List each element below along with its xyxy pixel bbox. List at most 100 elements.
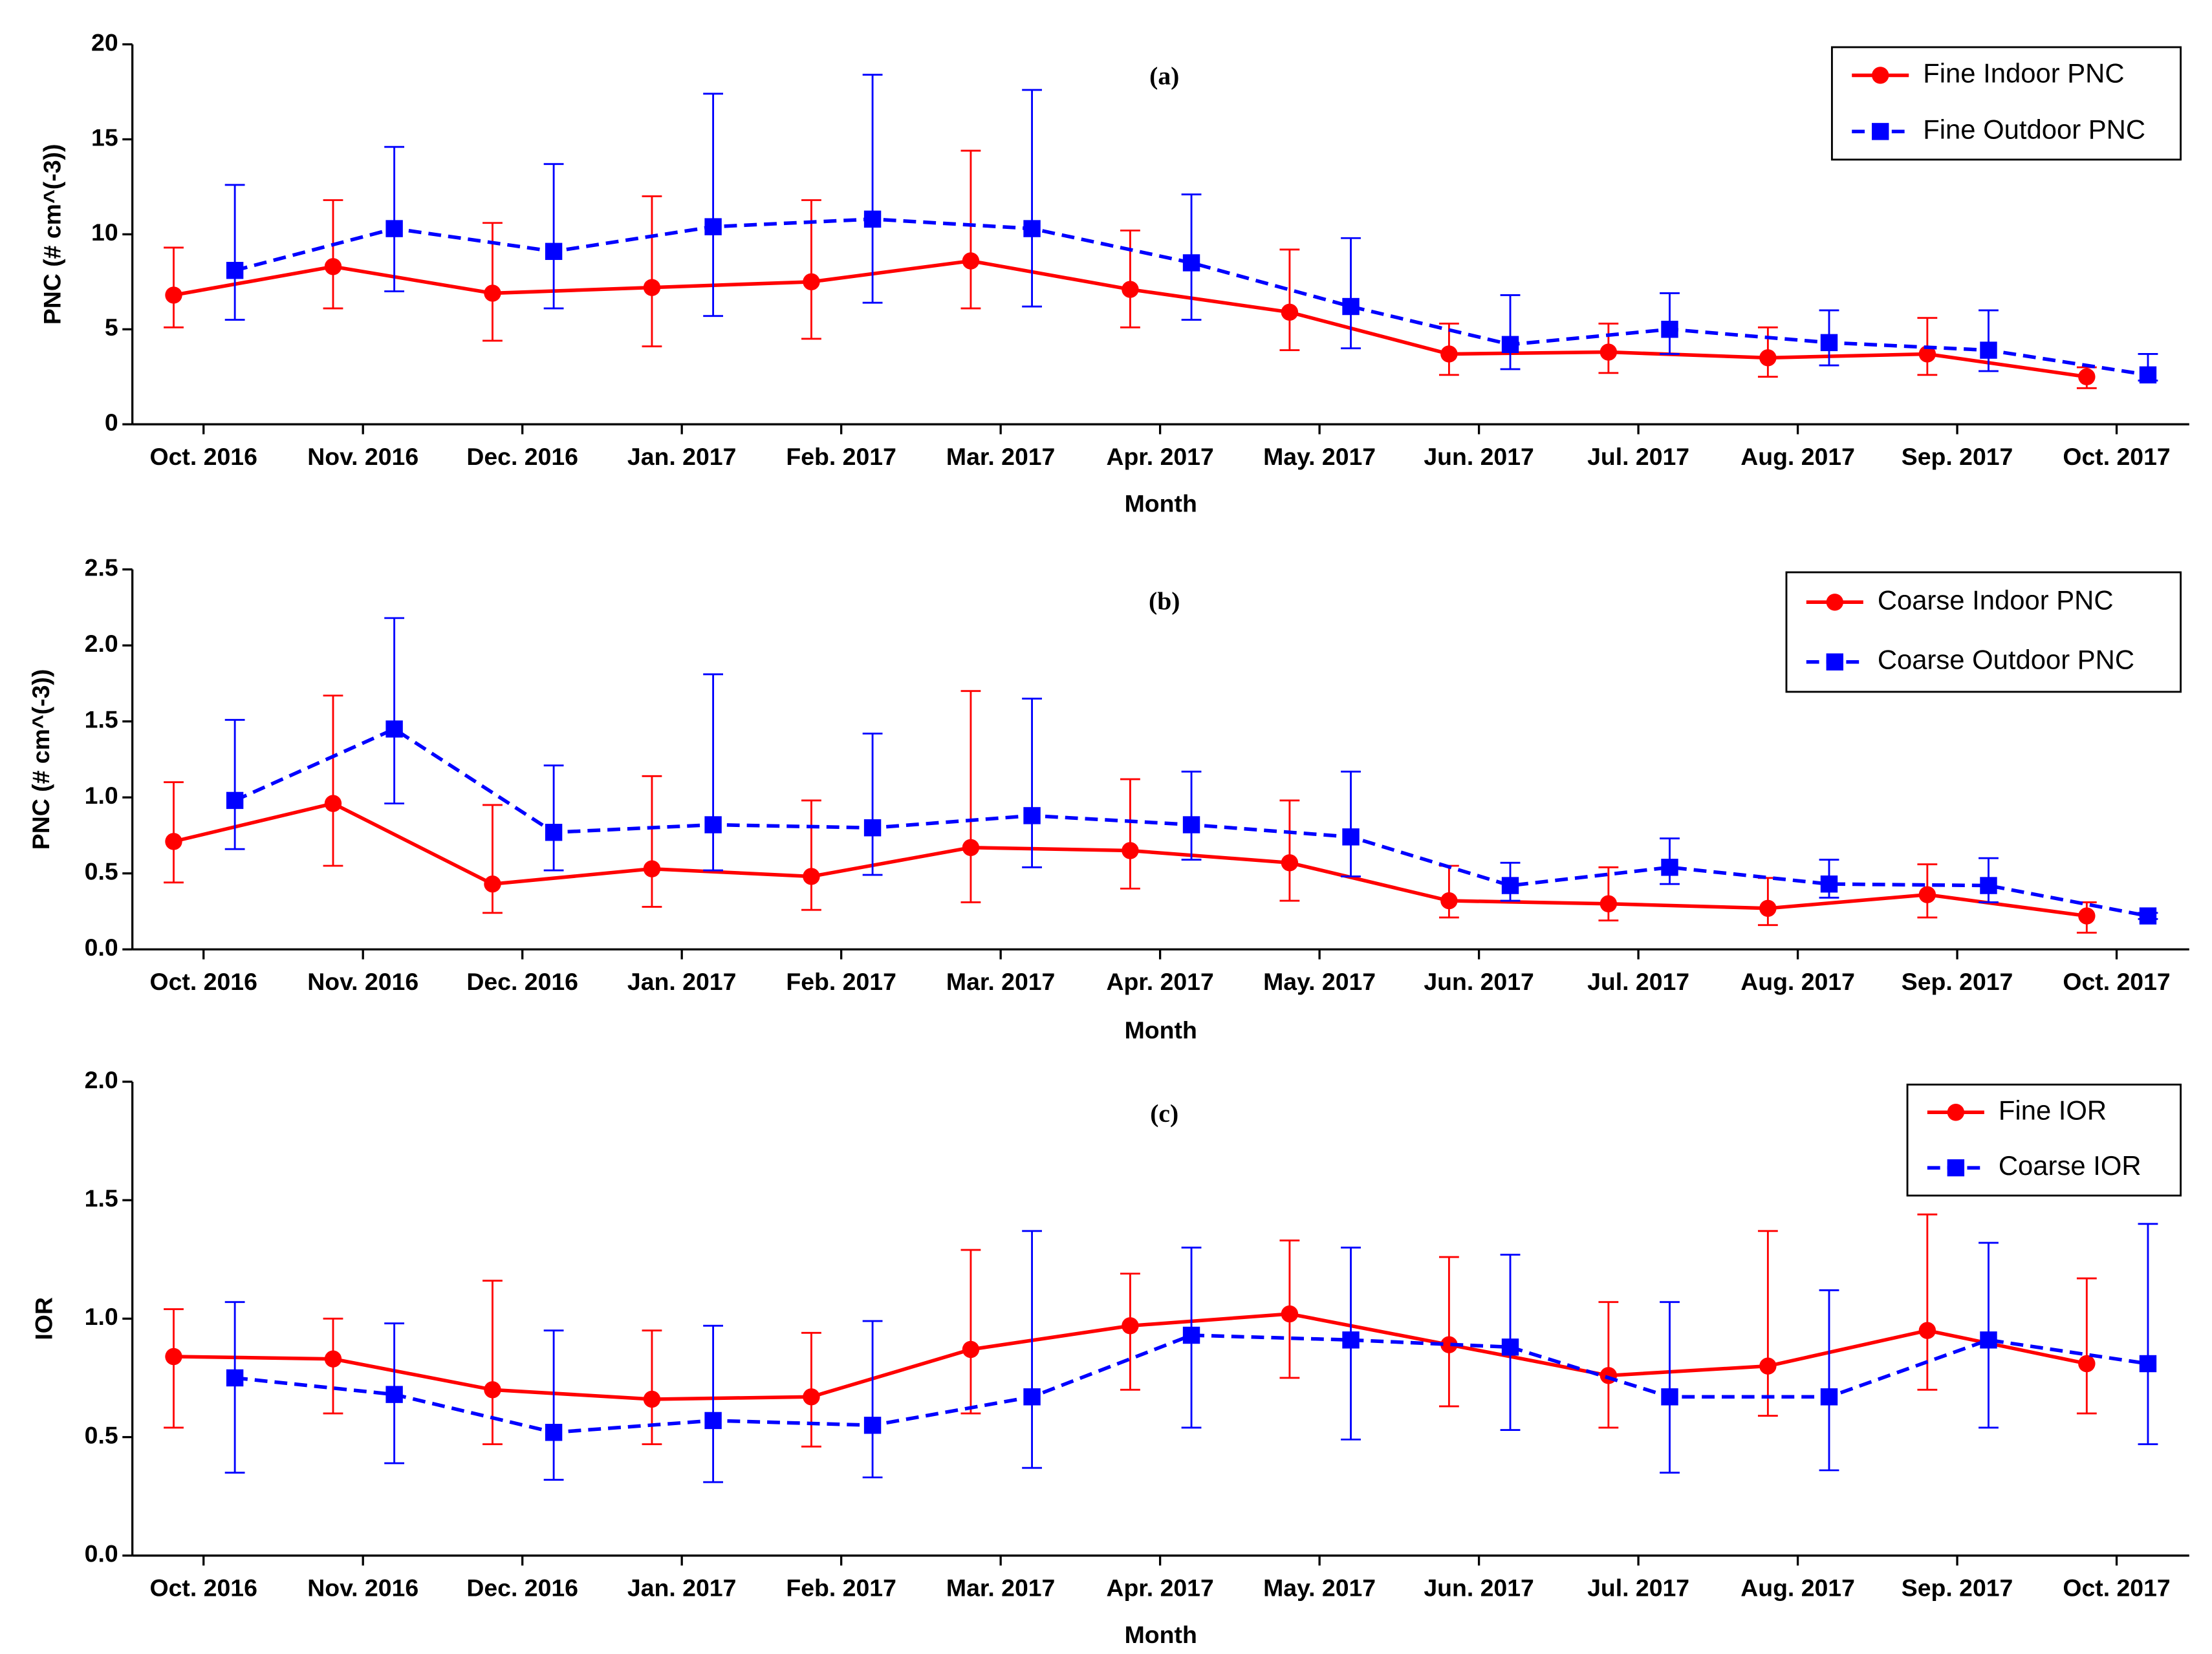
x-tick-label: Feb. 2017 xyxy=(786,1574,896,1601)
y-tick-label: 0.0 xyxy=(85,1540,118,1567)
marker xyxy=(1980,1331,1997,1349)
panel-title: (c) xyxy=(1150,1099,1178,1128)
marker xyxy=(1980,341,1997,359)
marker xyxy=(2078,1355,2096,1373)
x-tick-label: Sep. 2017 xyxy=(1902,443,2013,470)
marker xyxy=(1342,1331,1360,1349)
panel: 0.0 0.5 1.0 1.5 2.0 2.5 Oct. 2016 Nov. 2016 Dec.… xyxy=(27,554,2189,1044)
error-bar xyxy=(1500,294,1521,371)
y-tick-label: 10 xyxy=(91,219,118,246)
marker xyxy=(962,1340,980,1359)
legend-box xyxy=(1830,46,2182,161)
marker xyxy=(803,868,820,885)
x-tick-label: Nov. 2016 xyxy=(307,968,418,995)
x-tick-label: May. 2017 xyxy=(1263,1574,1376,1601)
error-bar xyxy=(1819,1289,1839,1472)
marker xyxy=(1281,854,1299,872)
error-bar xyxy=(703,92,723,317)
marker xyxy=(1872,123,1889,140)
error-bar xyxy=(642,1329,662,1445)
marker xyxy=(1918,886,1936,903)
marker xyxy=(1820,334,1838,352)
marker xyxy=(1820,1388,1838,1406)
marker xyxy=(1947,1159,1965,1177)
error-bar xyxy=(960,690,981,903)
marker xyxy=(803,1388,820,1406)
legend-label: Coarse Outdoor PNC xyxy=(1878,645,2134,675)
y-tick-label: 15 xyxy=(91,124,118,151)
panel: 0.0 0.5 1.0 1.5 2.0 Oct. 2016 Nov. 2016 Dec. 20… xyxy=(30,1066,2189,1648)
y-tick-label: 0.0 xyxy=(85,934,118,961)
error-bar xyxy=(2138,1223,2158,1445)
marker xyxy=(1501,336,1519,353)
marker xyxy=(643,860,661,877)
x-axis-label: Month xyxy=(1125,1016,1197,1044)
error-bar xyxy=(1120,778,1140,890)
marker xyxy=(385,720,403,738)
marker xyxy=(484,875,501,893)
error-bar xyxy=(1438,865,1459,919)
x-tick-label: Oct. 2017 xyxy=(2063,443,2170,470)
x-tick-label: Dec. 2016 xyxy=(466,443,578,470)
marker xyxy=(1661,321,1678,338)
marker xyxy=(1342,297,1360,316)
marker xyxy=(1122,1317,1139,1335)
marker xyxy=(545,242,563,261)
y-axis-label: PNC (# cm^(-3)) xyxy=(39,144,66,325)
error-bar xyxy=(384,617,405,805)
error-bar xyxy=(1438,1256,1459,1408)
y-tick-label: 2.5 xyxy=(85,554,118,581)
x-tick-label: Apr. 2017 xyxy=(1106,968,1213,995)
x-tick-label: Jan. 2017 xyxy=(627,1574,736,1601)
marker xyxy=(165,1348,182,1366)
error-bar xyxy=(1120,230,1140,328)
error-bar xyxy=(224,1301,245,1474)
marker xyxy=(1759,1357,1777,1375)
marker xyxy=(2139,366,2157,383)
marker xyxy=(1759,899,1777,918)
y-axis-label: PNC (# cm^(-3)) xyxy=(27,669,54,850)
x-tick-label: Sep. 2017 xyxy=(1902,1574,2013,1601)
x-tick-label: May. 2017 xyxy=(1263,968,1376,995)
error-bar xyxy=(1181,770,1202,861)
y-tick-label: 0.5 xyxy=(85,1421,118,1448)
x-tick-label: Oct. 2016 xyxy=(150,443,257,470)
marker xyxy=(2139,1355,2157,1373)
error-bar xyxy=(1022,89,1042,308)
marker xyxy=(962,252,980,270)
error-bar xyxy=(642,775,662,908)
x-tick-label: Jul. 2017 xyxy=(1587,443,1689,470)
marker xyxy=(1661,859,1678,876)
x-tick-label: Jun. 2017 xyxy=(1424,1574,1534,1601)
x-tick-label: Apr. 2017 xyxy=(1106,443,1213,470)
marker xyxy=(1918,1322,1936,1339)
panel-title: (a) xyxy=(1149,61,1179,90)
marker xyxy=(165,833,182,850)
error-bar xyxy=(1598,1301,1619,1429)
error-bar xyxy=(862,74,883,304)
error-bar xyxy=(164,781,184,884)
marker xyxy=(863,210,882,228)
x-tick-label: Dec. 2016 xyxy=(466,968,578,995)
marker xyxy=(1122,281,1139,298)
marker xyxy=(324,1350,342,1368)
x-tick-label: Mar. 2017 xyxy=(946,1574,1055,1601)
marker xyxy=(1599,343,1618,361)
y-tick-label: 1.0 xyxy=(85,782,118,809)
marker xyxy=(1661,1388,1678,1406)
marker xyxy=(863,819,882,837)
error-bar xyxy=(862,1320,883,1479)
marker xyxy=(385,1386,403,1403)
marker xyxy=(1872,67,1889,84)
marker xyxy=(226,791,244,810)
x-tick-label: Nov. 2016 xyxy=(307,1574,418,1601)
error-bar xyxy=(483,222,503,342)
error-bar xyxy=(483,804,503,914)
marker xyxy=(962,839,980,856)
y-tick-label: 0.5 xyxy=(85,858,118,885)
marker xyxy=(1501,877,1519,894)
error-bar xyxy=(164,1308,184,1429)
marker xyxy=(1023,220,1041,237)
marker xyxy=(2078,368,2096,385)
